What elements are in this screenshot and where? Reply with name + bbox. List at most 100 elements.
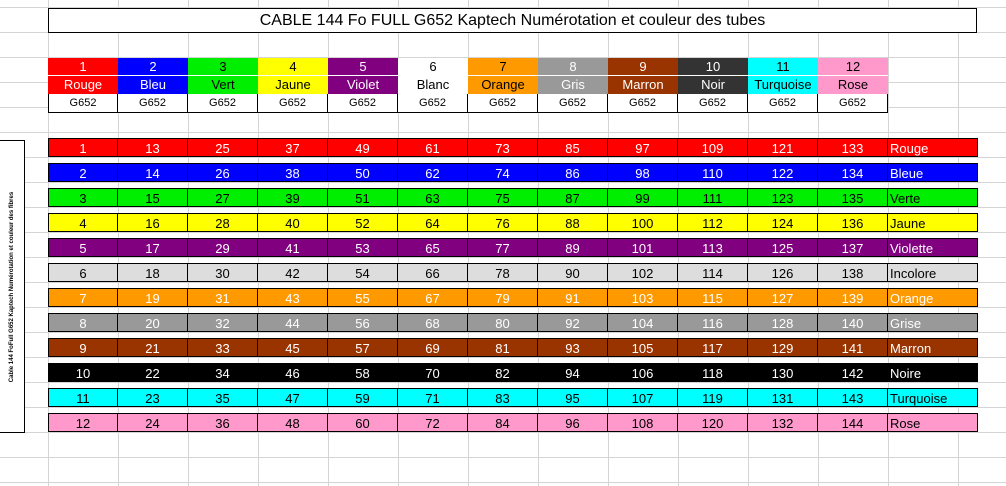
fiber-number-cell[interactable]: 26 (188, 163, 258, 182)
fiber-number-cell[interactable]: 76 (468, 213, 538, 232)
fiber-number-cell[interactable]: 50 (328, 163, 398, 182)
fiber-number-cell[interactable]: 48 (258, 413, 328, 432)
fiber-row[interactable]: 2 14 26 38 50 62 74 86 98 110 122 134 Bleue (48, 163, 978, 182)
fiber-number-cell[interactable]: 37 (258, 138, 328, 157)
fiber-number-cell[interactable]: 89 (538, 238, 608, 257)
fiber-number-cell[interactable]: 35 (188, 388, 258, 407)
fiber-number-cell[interactable]: 47 (258, 388, 328, 407)
fiber-number-cell[interactable]: 138 (818, 263, 888, 282)
fiber-number-cell[interactable]: 42 (258, 263, 328, 282)
tube-column[interactable]: 12 Rose G652 (818, 58, 888, 113)
fiber-row[interactable]: 10 22 34 46 58 70 82 94 106 118 130 142 Noire (48, 363, 978, 382)
fiber-number-cell[interactable]: 14 (118, 163, 188, 182)
fiber-number-cell[interactable]: 105 (608, 338, 678, 357)
fiber-number-cell[interactable]: 29 (188, 238, 258, 257)
fiber-number-cell[interactable]: 136 (818, 213, 888, 232)
fiber-number-cell[interactable]: 17 (118, 238, 188, 257)
fiber-number-cell[interactable]: 132 (748, 413, 818, 432)
fiber-number-cell[interactable]: 68 (398, 313, 468, 332)
fiber-number-cell[interactable]: 71 (398, 388, 468, 407)
fiber-number-cell[interactable]: 144 (818, 413, 888, 432)
fiber-number-cell[interactable]: 60 (328, 413, 398, 432)
fiber-number-cell[interactable]: 127 (748, 288, 818, 307)
fiber-number-cell[interactable]: 80 (468, 313, 538, 332)
fiber-number-cell[interactable]: 118 (678, 363, 748, 382)
fiber-number-cell[interactable]: 30 (188, 263, 258, 282)
fiber-number-cell[interactable]: 25 (188, 138, 258, 157)
fiber-number-cell[interactable]: 109 (678, 138, 748, 157)
tube-column[interactable]: 4 Jaune G652 (258, 58, 328, 113)
fiber-number-cell[interactable]: 91 (538, 288, 608, 307)
fiber-number-cell[interactable]: 124 (748, 213, 818, 232)
fiber-row[interactable]: 4 16 28 40 52 64 76 88 100 112 124 136 Jaune (48, 213, 978, 232)
fiber-number-cell[interactable]: 97 (608, 138, 678, 157)
fiber-number-cell[interactable]: 84 (468, 413, 538, 432)
fiber-number-cell[interactable]: 41 (258, 238, 328, 257)
fiber-number-cell[interactable]: 128 (748, 313, 818, 332)
fiber-number-cell[interactable]: 116 (678, 313, 748, 332)
fiber-number-cell[interactable]: 130 (748, 363, 818, 382)
fiber-number-cell[interactable]: 114 (678, 263, 748, 282)
tube-column[interactable]: 11 Turquoise G652 (748, 58, 818, 113)
fiber-number-cell[interactable]: 125 (748, 238, 818, 257)
fiber-number-cell[interactable]: 82 (468, 363, 538, 382)
fiber-number-cell[interactable]: 90 (538, 263, 608, 282)
fiber-number-cell[interactable]: 140 (818, 313, 888, 332)
fiber-number-cell[interactable]: 59 (328, 388, 398, 407)
fiber-row[interactable]: 12 24 36 48 60 72 84 96 108 120 132 144 Rose (48, 413, 978, 432)
fiber-number-cell[interactable]: 32 (188, 313, 258, 332)
tube-column[interactable]: 1 Rouge G652 (48, 58, 118, 113)
fiber-number-cell[interactable]: 24 (118, 413, 188, 432)
fiber-number-cell[interactable]: 77 (468, 238, 538, 257)
fiber-number-cell[interactable]: 27 (188, 188, 258, 207)
fiber-number-cell[interactable]: 63 (398, 188, 468, 207)
fiber-number-cell[interactable]: 6 (48, 263, 118, 282)
fiber-number-cell[interactable]: 111 (678, 188, 748, 207)
fiber-number-cell[interactable]: 7 (48, 288, 118, 307)
fiber-number-cell[interactable]: 8 (48, 313, 118, 332)
fiber-number-cell[interactable]: 69 (398, 338, 468, 357)
fiber-number-cell[interactable]: 21 (118, 338, 188, 357)
fiber-number-cell[interactable]: 73 (468, 138, 538, 157)
fiber-number-cell[interactable]: 2 (48, 163, 118, 182)
fiber-row[interactable]: 6 18 30 42 54 66 78 90 102 114 126 138 Incolore (48, 263, 978, 282)
fiber-number-cell[interactable]: 141 (818, 338, 888, 357)
fiber-number-cell[interactable]: 113 (678, 238, 748, 257)
fiber-number-cell[interactable]: 79 (468, 288, 538, 307)
fiber-number-cell[interactable]: 139 (818, 288, 888, 307)
fiber-number-cell[interactable]: 20 (118, 313, 188, 332)
fiber-number-cell[interactable]: 123 (748, 188, 818, 207)
tube-column[interactable]: 3 Vert G652 (188, 58, 258, 113)
fiber-number-cell[interactable]: 1 (48, 138, 118, 157)
fiber-number-cell[interactable]: 134 (818, 163, 888, 182)
fiber-number-cell[interactable]: 18 (118, 263, 188, 282)
fiber-number-cell[interactable]: 83 (468, 388, 538, 407)
fiber-number-cell[interactable]: 93 (538, 338, 608, 357)
fiber-number-cell[interactable]: 94 (538, 363, 608, 382)
tube-column[interactable]: 2 Bleu G652 (118, 58, 188, 113)
fiber-number-cell[interactable]: 106 (608, 363, 678, 382)
fiber-row[interactable]: 8 20 32 44 56 68 80 92 104 116 128 140 Grise (48, 313, 978, 332)
fiber-number-cell[interactable]: 62 (398, 163, 468, 182)
fiber-number-cell[interactable]: 135 (818, 188, 888, 207)
tube-column[interactable]: 7 Orange G652 (468, 58, 538, 113)
fiber-number-cell[interactable]: 61 (398, 138, 468, 157)
fiber-number-cell[interactable]: 31 (188, 288, 258, 307)
fiber-number-cell[interactable]: 131 (748, 388, 818, 407)
tube-column[interactable]: 9 Marron G652 (608, 58, 678, 113)
fiber-number-cell[interactable]: 64 (398, 213, 468, 232)
fiber-number-cell[interactable]: 16 (118, 213, 188, 232)
fiber-number-cell[interactable]: 129 (748, 338, 818, 357)
fiber-number-cell[interactable]: 98 (608, 163, 678, 182)
fiber-row[interactable]: 5 17 29 41 53 65 77 89 101 113 125 137 Violette (48, 238, 978, 257)
fiber-number-cell[interactable]: 40 (258, 213, 328, 232)
fiber-number-cell[interactable]: 142 (818, 363, 888, 382)
fiber-number-cell[interactable]: 86 (538, 163, 608, 182)
fiber-row[interactable]: 3 15 27 39 51 63 75 87 99 111 123 135 Verte (48, 188, 978, 207)
fiber-number-cell[interactable]: 72 (398, 413, 468, 432)
fiber-row[interactable]: 1 13 25 37 49 61 73 85 97 109 121 133 Rouge (48, 138, 978, 157)
fiber-number-cell[interactable]: 4 (48, 213, 118, 232)
tube-column[interactable]: 8 Gris G652 (538, 58, 608, 113)
fiber-number-cell[interactable]: 53 (328, 238, 398, 257)
fiber-number-cell[interactable]: 54 (328, 263, 398, 282)
